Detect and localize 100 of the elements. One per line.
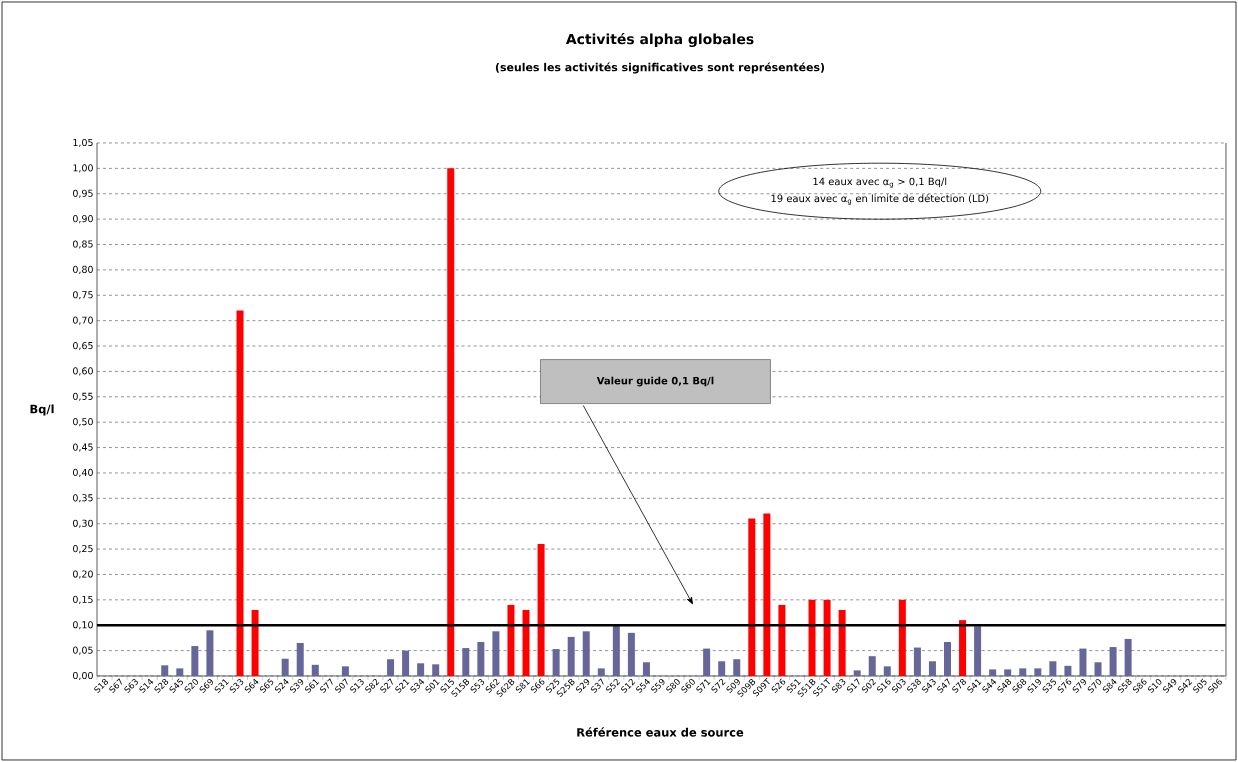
y-tick-label: 1,05 xyxy=(73,138,93,148)
x-tick-label: S45 xyxy=(169,678,183,693)
x-tick-label: S42 xyxy=(1178,679,1193,693)
bar xyxy=(341,666,349,676)
y-tick-label: 0,60 xyxy=(73,367,93,376)
bar xyxy=(507,604,515,676)
x-tick-label: S71 xyxy=(696,679,711,693)
bar xyxy=(176,668,184,676)
bar xyxy=(989,669,997,676)
annotation: 19 eaux avec α$_{g}$ en limite de détection (LD) xyxy=(771,194,989,205)
x-tick-label: S19 xyxy=(1027,679,1041,693)
x-tick-label: S20 xyxy=(184,679,199,693)
bar xyxy=(898,599,906,676)
bar xyxy=(928,661,936,676)
y-tick-label: 0,40 xyxy=(73,468,93,477)
y-tick-label: 0,55 xyxy=(73,392,93,401)
bar xyxy=(642,662,650,676)
bar xyxy=(959,620,967,676)
bar xyxy=(868,656,876,676)
ref-line-label: Valeur guide 0,1 Bq/l xyxy=(596,376,714,387)
bar xyxy=(447,168,455,676)
bar xyxy=(733,659,741,676)
x-tick-label: S70 xyxy=(1087,679,1102,693)
x-tick-label: S81 xyxy=(515,679,530,693)
bar xyxy=(402,650,410,676)
bar xyxy=(206,630,214,676)
y-tick-label: 0,80 xyxy=(73,265,93,274)
y-tick-label: 1,00 xyxy=(73,164,93,173)
y-tick-label: 0,10 xyxy=(73,621,93,630)
bar xyxy=(161,665,169,676)
chart-subtitle: (seules les activités significatives sont représentées) xyxy=(495,62,825,74)
x-tick-label: S31 xyxy=(214,679,229,693)
x-tick-label: S83 xyxy=(831,678,846,693)
y-tick-label: 0,25 xyxy=(73,545,93,554)
x-tick-label: S12 xyxy=(621,679,636,693)
y-tick-label: 0,90 xyxy=(73,215,93,224)
bar xyxy=(1109,647,1117,676)
x-tick-label: S78 xyxy=(952,678,966,693)
x-tick-label: S80 xyxy=(666,679,680,693)
bar xyxy=(627,632,635,676)
x-tick-label: S01 xyxy=(425,679,440,693)
x-tick-label: S02 xyxy=(861,679,877,693)
x-tick-label: S54 xyxy=(636,678,650,693)
bar xyxy=(1079,648,1087,676)
bar xyxy=(974,626,982,676)
bar xyxy=(1004,669,1012,676)
x-axis-title: Référence eaux de source xyxy=(577,727,744,737)
x-tick-label: S84 xyxy=(1102,678,1117,693)
bar xyxy=(778,604,786,676)
chart-title: Activités alpha globales xyxy=(565,32,754,48)
x-tick-label: S33 xyxy=(229,678,244,693)
bar xyxy=(703,648,711,676)
bar xyxy=(1064,665,1072,676)
bar xyxy=(236,310,244,676)
y-tick-label: 0,85 xyxy=(73,240,93,249)
y-tick-label: 0,30 xyxy=(73,519,93,528)
y-tick-label: 0,15 xyxy=(73,595,93,604)
bar xyxy=(838,610,846,676)
x-tick-label: S24 xyxy=(274,678,289,693)
bar xyxy=(251,610,259,676)
x-tick-label: S28 xyxy=(154,678,169,693)
bar xyxy=(537,544,545,676)
x-tick-label: S68 xyxy=(1012,678,1027,693)
bar xyxy=(1019,668,1027,676)
y-tick-label: 0,45 xyxy=(73,443,93,452)
bar xyxy=(432,664,440,676)
bar xyxy=(823,599,831,676)
y-tick-label: 0,20 xyxy=(73,570,93,579)
bar xyxy=(853,670,861,676)
bar xyxy=(462,648,470,676)
y-tick-label: 0,75 xyxy=(73,291,93,300)
annotation: 14 eaux avec α$_{g}$ > 0,1 Bq/l xyxy=(813,177,947,188)
bar xyxy=(1049,661,1057,676)
y-tick-label: 0,95 xyxy=(73,189,93,198)
bar xyxy=(522,610,530,676)
x-tick-label: S41 xyxy=(967,679,982,693)
x-tick-label: S14 xyxy=(139,678,154,693)
x-tick-label: S69 xyxy=(199,679,213,693)
bar xyxy=(808,599,816,676)
bar xyxy=(477,641,485,676)
bar xyxy=(281,658,289,676)
bar xyxy=(597,668,605,676)
bar xyxy=(387,659,395,676)
x-tick-label: S21 xyxy=(395,679,410,693)
y-axis-title: Bq/l xyxy=(30,404,54,416)
x-tick-label: S10 xyxy=(1147,679,1162,693)
bar xyxy=(1124,638,1132,676)
x-tick-label: S34 xyxy=(410,678,425,693)
y-tick-label: 0,35 xyxy=(73,494,93,503)
x-tick-label: S44 xyxy=(982,678,997,693)
bar xyxy=(1094,662,1102,676)
x-tick-label: S60 xyxy=(681,679,695,693)
bar xyxy=(944,641,951,676)
bar xyxy=(311,664,319,676)
x-tick-label: S64 xyxy=(244,678,259,693)
x-tick-label: S79 xyxy=(1072,679,1086,693)
x-tick-label: S72 xyxy=(711,679,726,693)
bar xyxy=(582,631,590,676)
bar xyxy=(883,666,891,676)
x-tick-label: S61 xyxy=(304,679,320,693)
